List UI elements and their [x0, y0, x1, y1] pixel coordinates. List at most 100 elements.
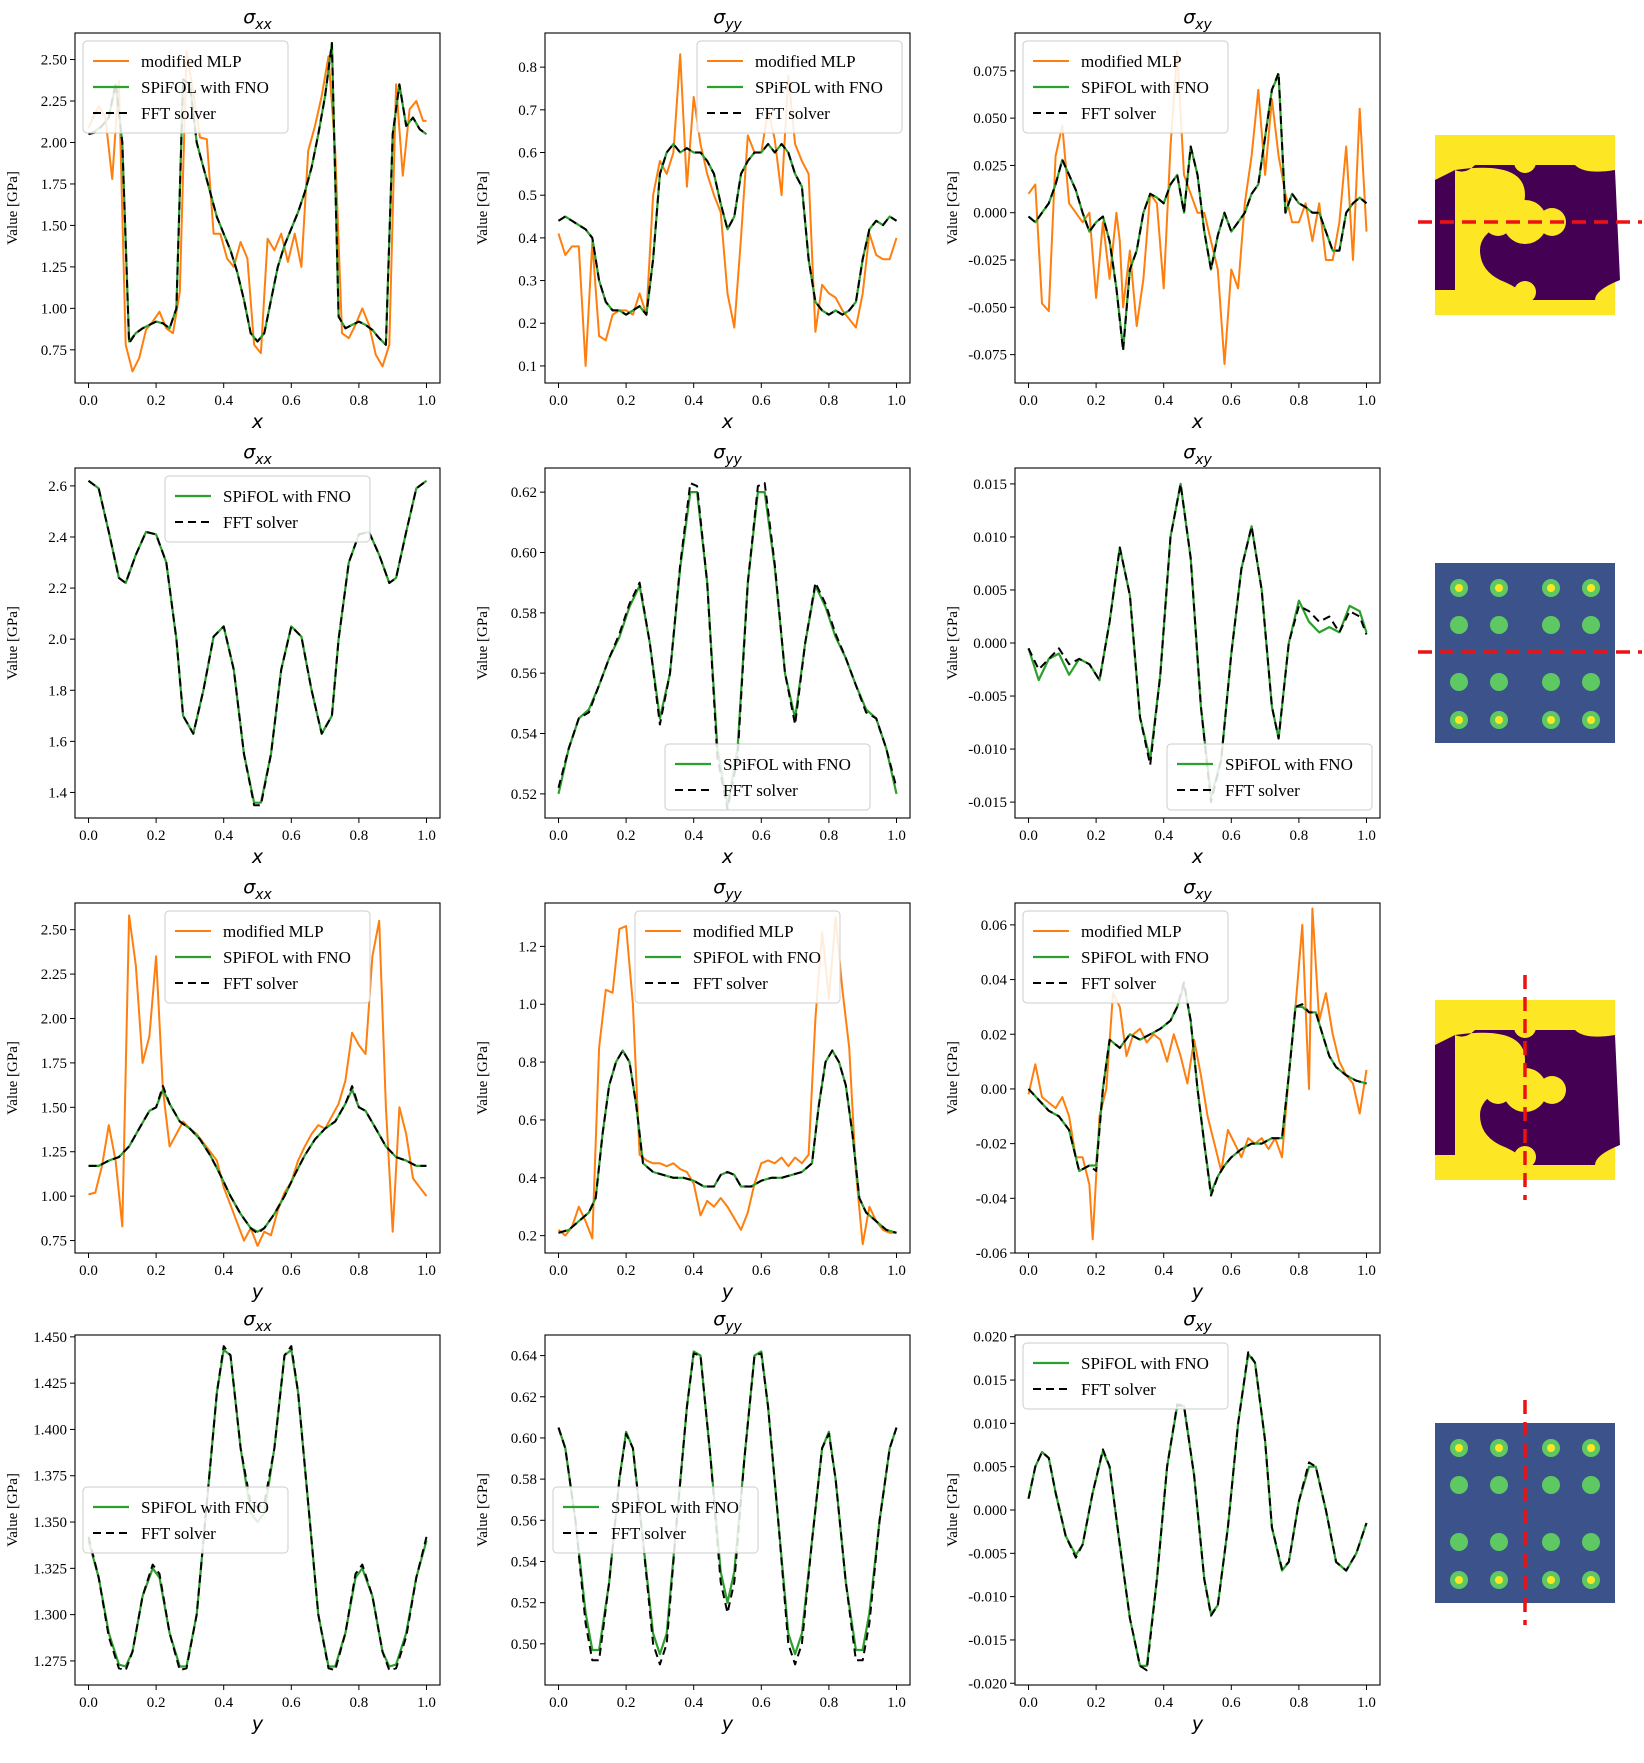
x-tick-label: 0.2: [1087, 1695, 1106, 1711]
x-tick-label: 0.0: [1019, 1695, 1038, 1711]
y-tick-label: -0.04: [976, 1191, 1008, 1207]
x-tick-label: 0.2: [147, 1695, 166, 1711]
y-axis-label: Value [GPa]: [945, 1041, 961, 1115]
y-tick-label: -0.050: [968, 300, 1007, 316]
x-tick-label: 0.0: [1019, 393, 1038, 409]
x-tick-label: 0.6: [752, 1263, 771, 1279]
legend-label: FFT solver: [1081, 1380, 1156, 1399]
chart-panel-2: σyy 0.0 0.2 0.4 0.6 0.8 1.0 x 0.1 0.2 0.3 0.4 0.5 0.6…: [475, 6, 911, 433]
chart-panel-1: σxx 0.0 0.2 0.4 0.6 0.8 1.0 x 0.75 1.00 1.25 1.50 1.…: [5, 6, 441, 433]
y-tick-label: 0.025: [973, 158, 1007, 174]
y-tick-label: 0.00: [981, 1082, 1007, 1098]
series-line-modified-mlp: [557, 53, 898, 367]
x-axis-label: x: [1191, 846, 1204, 868]
legend-label: modified MLP: [141, 52, 242, 71]
x-tick-label: 0.0: [549, 393, 568, 409]
x-tick-label: 0.2: [617, 1695, 636, 1711]
y-tick-label: 0.54: [511, 727, 538, 743]
y-axis-label: Value [GPa]: [5, 171, 21, 245]
legend-label: FFT solver: [223, 974, 298, 993]
series-line-spifol-with-fno: [1027, 482, 1368, 798]
x-tick-label: 0.6: [752, 828, 771, 844]
legend-label: modified MLP: [1081, 922, 1182, 941]
chart-title: σxx: [243, 876, 272, 903]
y-tick-label: 0.015: [973, 477, 1007, 493]
x-axis-label: x: [721, 411, 734, 433]
series-line-fft-solver: [1027, 981, 1367, 1197]
y-tick-label: 1.300: [33, 1608, 67, 1624]
y-tick-label: 0.075: [973, 64, 1007, 80]
y-tick-label: 1.00: [41, 301, 67, 317]
legend: modified MLP SPiFOL with FNO FFT solver: [82, 40, 289, 134]
chart-panel-4: σxx 0.0 0.2 0.4 0.6 0.8 1.0 x 1.4 1.6 1.8 2.0 2.2 2.4…: [5, 441, 441, 868]
y-axis-label: Value [GPa]: [5, 1041, 21, 1115]
x-tick-label: 1.0: [1357, 393, 1376, 409]
y-tick-label: 0.6: [518, 146, 537, 162]
y-tick-label: 1.400: [33, 1422, 67, 1438]
x-tick-label: 0.4: [1154, 1695, 1173, 1711]
y-tick-label: 0.56: [511, 1513, 538, 1529]
y-tick-label: 0.06: [981, 918, 1008, 934]
legend-box: [1166, 743, 1373, 811]
y-tick-label: 0.000: [973, 636, 1007, 652]
series-line-fft-solver: [87, 479, 428, 807]
x-tick-label: 0.8: [820, 1695, 839, 1711]
y-axis-label: Value [GPa]: [945, 606, 961, 680]
x-tick-label: 0.2: [617, 1263, 636, 1279]
x-tick-label: 0.2: [1087, 1263, 1106, 1279]
y-tick-label: -0.06: [976, 1246, 1008, 1262]
legend-box: [1022, 40, 1229, 134]
chart-panel-8: σyy 0.0 0.2 0.4 0.6 0.8 1.0 y 0.2 0.4 0.6 0.8 1.0 1.2…: [475, 876, 911, 1303]
x-tick-label: 0.6: [752, 1695, 771, 1711]
x-tick-label: 0.8: [820, 1263, 839, 1279]
legend-label: FFT solver: [723, 781, 798, 800]
x-tick-label: 0.6: [1222, 828, 1241, 844]
y-tick-label: 0.000: [973, 1503, 1007, 1519]
x-tick-label: 0.4: [1154, 1263, 1173, 1279]
x-tick-label: 0.6: [282, 828, 301, 844]
x-tick-label: 0.0: [79, 393, 98, 409]
x-tick-label: 0.6: [1222, 393, 1241, 409]
x-tick-label: 0.4: [1154, 828, 1173, 844]
chart-title: σxx: [243, 441, 272, 468]
y-tick-label: 0.4: [518, 1171, 537, 1187]
x-tick-label: 0.6: [282, 393, 301, 409]
y-tick-label: 0.010: [973, 530, 1007, 546]
x-tick-label: 0.0: [549, 828, 568, 844]
x-axis-label: y: [251, 1281, 264, 1303]
legend: SPiFOL with FNO FFT solver: [1022, 1342, 1229, 1410]
x-tick-label: 0.2: [617, 828, 636, 844]
y-axis-label: Value [GPa]: [475, 606, 491, 680]
x-tick-label: 0.6: [752, 393, 771, 409]
y-tick-label: 2.25: [41, 94, 67, 110]
y-tick-label: 2.0: [48, 632, 67, 648]
y-axis-label: Value [GPa]: [945, 1473, 961, 1547]
series-line-modified-mlp: [87, 50, 427, 373]
y-tick-label: 1.0: [518, 997, 537, 1013]
x-tick-label: 1.0: [1357, 828, 1376, 844]
series-line-modified-mlp: [1027, 50, 1368, 366]
y-tick-label: 1.25: [41, 260, 67, 276]
legend: modified MLP SPiFOL with FNO FFT solver: [1022, 40, 1229, 134]
legend-label: SPiFOL with FNO: [1081, 78, 1209, 97]
y-tick-label: 0.64: [511, 1349, 538, 1365]
chart-title: σyy: [713, 876, 742, 903]
x-tick-label: 0.4: [1154, 393, 1173, 409]
chart-title: σxx: [243, 1308, 272, 1335]
legend-label: SPiFOL with FNO: [141, 78, 269, 97]
x-tick-label: 0.2: [1087, 393, 1106, 409]
microstructure-thumb-2: [1418, 563, 1642, 743]
chart-title: σxy: [1183, 876, 1212, 903]
x-tick-label: 0.4: [214, 393, 233, 409]
y-tick-label: 2.00: [41, 135, 67, 151]
x-tick-label: 0.0: [79, 1263, 98, 1279]
y-tick-label: 0.75: [41, 343, 67, 359]
x-tick-label: 0.0: [549, 1695, 568, 1711]
x-tick-label: 0.4: [684, 828, 703, 844]
x-tick-label: 0.4: [214, 828, 233, 844]
y-tick-label: 1.6: [48, 734, 67, 750]
legend: SPiFOL with FNO FFT solver: [1166, 743, 1373, 811]
x-tick-label: 0.8: [350, 1263, 369, 1279]
y-tick-label: 1.25: [41, 1145, 67, 1161]
